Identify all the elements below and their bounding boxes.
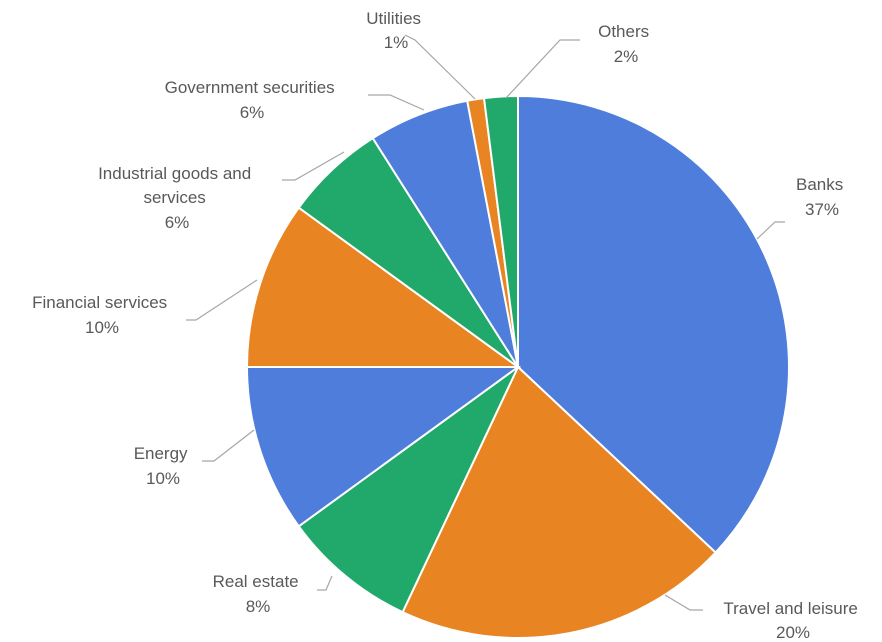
label-travel-and-leisure: Travel and leisure 20% [723, 599, 862, 642]
pie-slices [245, 94, 790, 639]
leader-line-banks [756, 221, 785, 240]
label-energy: Energy 10% [134, 444, 193, 488]
label-industrial-goods-name-1: Industrial goods and [98, 164, 251, 183]
label-energy-name: Energy [134, 444, 188, 463]
label-banks-name: Banks [796, 175, 843, 194]
label-government-securities: Government securities 6% [165, 78, 340, 122]
label-others-name: Others [598, 22, 649, 41]
label-travel-and-leisure-pct: 20% [776, 623, 810, 642]
pie-slice-others [482, 94, 519, 368]
label-industrial-goods-pct: 6% [165, 213, 190, 232]
label-government-securities-pct: 6% [240, 103, 265, 122]
leader-line-utilities [404, 34, 476, 100]
leader-line-energy [202, 429, 255, 462]
leader-line-government-securities [368, 94, 425, 111]
leader-line-industrial-goods [282, 151, 345, 181]
pie-slice-financial-services [245, 206, 522, 368]
label-real-estate: Real estate 8% [213, 572, 304, 616]
label-real-estate-name: Real estate [213, 572, 299, 591]
pie-slice-energy [245, 366, 522, 528]
leader-line-travel-and-leisure [664, 594, 703, 611]
label-energy-pct: 10% [146, 469, 180, 488]
label-utilities-pct: 1% [384, 33, 409, 52]
label-others: Others 2% [598, 22, 654, 66]
label-travel-and-leisure-name: Travel and leisure [723, 599, 858, 618]
leader-line-real-estate [317, 575, 333, 591]
label-financial-services-name: Financial services [32, 293, 167, 312]
pie-slice-real-estate [297, 366, 519, 614]
label-financial-services-pct: 10% [85, 318, 119, 337]
label-others-pct: 2% [614, 47, 639, 66]
label-banks: Banks 37% [796, 175, 848, 219]
label-utilities: Utilities 1% [366, 9, 426, 52]
label-financial-services: Financial services 10% [32, 293, 172, 337]
label-government-securities-name: Government securities [165, 78, 335, 97]
label-utilities-name: Utilities [366, 9, 421, 28]
slice-labels: Banks 37% Travel and leisure 20% Real es… [32, 9, 862, 642]
pie-slice-banks [517, 94, 790, 554]
leader-line-others [505, 39, 580, 99]
label-industrial-goods: Industrial goods and services 6% [98, 164, 256, 232]
label-banks-pct: 37% [805, 200, 839, 219]
label-real-estate-pct: 8% [246, 597, 271, 616]
leader-lines [186, 34, 785, 611]
label-industrial-goods-name-2: services [143, 188, 205, 207]
leader-line-financial-services [186, 279, 258, 321]
pie-slice-travel-and-leisure [401, 365, 717, 639]
